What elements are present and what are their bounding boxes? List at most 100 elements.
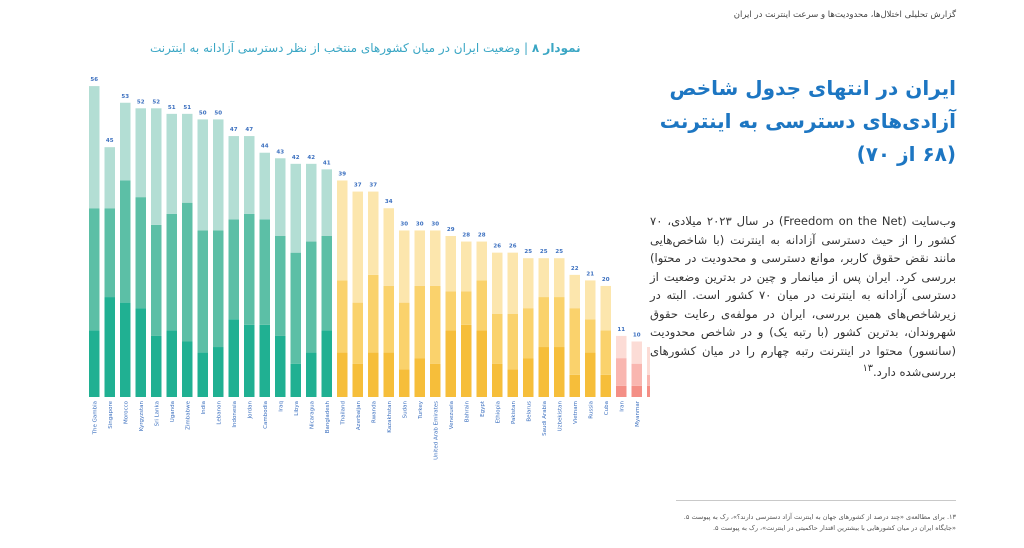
bar-group: 25 Uzbekistan [554,249,565,431]
bar-segment [631,385,642,397]
bar-segment [352,302,363,364]
value-label: 51 [183,105,191,111]
bar-segment [445,330,456,397]
category-label: Vietnam [573,401,579,424]
value-label: 43 [276,149,284,155]
value-label: 41 [323,160,331,166]
bar-segment [352,191,363,303]
bar-segment [554,297,565,348]
bar-group: 44 Cambodia [259,144,270,429]
value-label: 56 [90,77,98,83]
section-title: ایران در انتهای جدول شاخص آزادی‌های دستر… [659,76,956,166]
bar-segment [89,86,100,209]
value-label: 47 [230,127,238,133]
bar-segment [600,374,611,397]
bar-segment [228,319,239,397]
bar-segment [306,352,317,397]
category-label: Singapore [108,400,114,428]
value-label: 28 [462,233,470,239]
value-label: 21 [586,271,594,277]
bar-group: 47 Indonesia [228,127,239,428]
bar-segment [290,163,301,253]
bar-segment [492,313,503,364]
bar-segment [538,297,549,348]
footnote-divider [676,500,956,501]
bar-segment [414,285,425,359]
bar-segment [585,319,596,353]
bar-group: 51 Uganda [166,105,177,422]
bar-segment [616,385,627,397]
bar-segment [104,208,115,298]
bar-group: 50 Lebanon [213,110,224,425]
bar-segment [647,347,650,375]
bar-segment [182,202,193,342]
bar-segment [523,258,534,309]
bar-segment [585,352,596,397]
category-label: Turkey [418,400,424,420]
bar-segment [399,302,410,370]
bar-segment [166,330,177,397]
bar-segment [554,258,565,298]
bar-segment [507,252,518,314]
value-label: 30 [416,221,424,227]
bar-segment [197,352,208,397]
bar-segment [492,252,503,314]
value-label: 52 [137,99,145,105]
bar-segment [244,324,255,397]
value-label: 44 [261,144,269,150]
bar-segment [569,274,580,309]
chart-title-separator: | [524,41,529,55]
bar-segment [352,363,363,397]
bar-group: 28 Egypt [476,233,487,417]
bar-group: 25 Belarus [523,249,534,422]
value-label: 42 [307,155,315,161]
bar-segment [306,163,317,242]
bar-segment [213,119,224,231]
category-label: Venezuela [449,401,455,429]
category-label: Pakistan [511,400,517,424]
category-label: Morocco [123,400,129,424]
value-label: 30 [431,221,439,227]
bar-segment [89,208,100,331]
bar-segment [213,347,224,397]
category-label: Sudan [402,400,408,418]
chart-number: نمودار ۸ [531,41,581,55]
bar-group: 56 The Gambia [89,77,100,435]
bar-segment [89,330,100,397]
bar-segment [383,285,394,353]
bar-segment [445,291,456,331]
category-label: Uganda [170,401,176,422]
value-label: 11 [617,327,625,333]
body-paragraph: وب‌سایت (Freedom on the Net) در سال ۲۰۲۳… [650,212,956,381]
category-label: Kazakhstan [387,400,393,432]
bar-segment [182,113,193,203]
report-header: گزارش تحلیلی اختلال‌ها، محدودیت‌ها و سرع… [733,10,956,20]
category-label: Cambodia [263,401,269,429]
bar-segment [430,363,441,397]
bar-segment [120,180,131,303]
footnote-2: «جایگاه ایران در میان کشورهایی با بیشتری… [712,524,956,532]
bar-segment [151,224,162,336]
bar-segment [476,280,487,331]
bar-segment [197,230,208,353]
bar-segment [120,302,131,397]
category-label: Rwanda [371,401,377,423]
category-label: Uzbekistan [557,400,563,431]
bar-segment [151,335,162,397]
bar-segment [259,219,270,325]
bar-segment [166,213,177,331]
bar-segment [104,297,115,397]
category-label: Libya [294,401,300,416]
bar-segment [135,197,146,309]
bar-segment [197,119,208,231]
bar-segment [337,280,348,353]
bar-group: 30 United Arab Emirates [430,221,441,460]
bar-segment [321,169,332,236]
bar-segment [616,335,627,359]
bar-group: 34 Kazakhstan [383,199,394,433]
category-label: Belarus [526,401,532,422]
bar-segment [290,252,301,364]
value-label: 51 [168,105,176,111]
bar-group: 42 Libya [290,155,301,416]
bar-segment [259,324,270,397]
